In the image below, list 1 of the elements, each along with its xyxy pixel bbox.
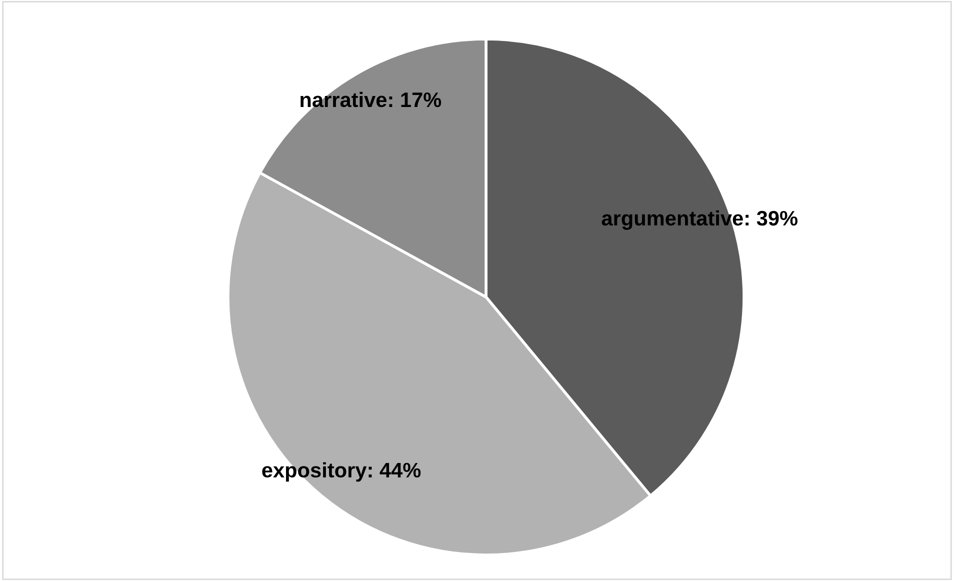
slice-label: expository: 44% xyxy=(262,462,421,482)
